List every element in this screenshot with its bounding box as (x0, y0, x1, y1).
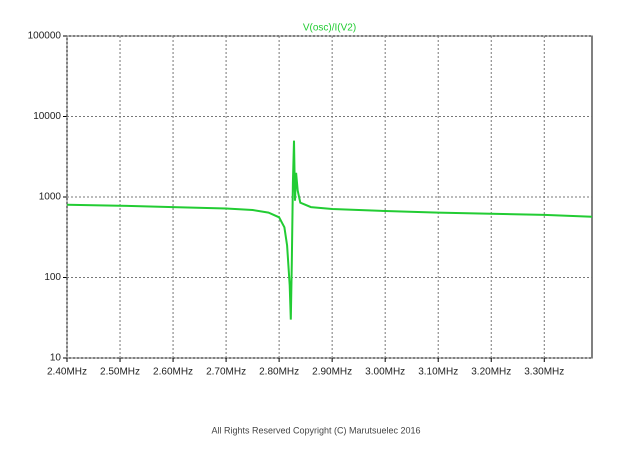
y-tick-label: 100 (44, 272, 61, 283)
series-line (66, 140, 593, 320)
x-tick-label: 2.70MHz (206, 367, 246, 378)
y-tick-label: 100000 (28, 31, 62, 42)
x-tick-label: 3.30MHz (524, 367, 564, 378)
y-tick-label: 10 (50, 353, 62, 364)
legend-label: V(osc)/I(V2) (303, 23, 356, 34)
x-tick-label: 2.80MHz (259, 367, 299, 378)
x-tick-label: 2.90MHz (312, 367, 352, 378)
x-tick-label: 3.10MHz (418, 367, 458, 378)
x-tick-label: 3.20MHz (471, 367, 511, 378)
y-tick-label: 10000 (33, 111, 61, 122)
x-tick-label: 3.00MHz (365, 367, 405, 378)
x-tick-label: 2.50MHz (100, 367, 140, 378)
x-tick-label: 2.40MHz (47, 367, 87, 378)
y-tick-label: 1000 (39, 192, 62, 203)
footer: All Rights Reserved Copyright (C) Maruts… (211, 425, 420, 435)
plot-frame (66, 35, 593, 359)
x-tick-label: 2.60MHz (153, 367, 193, 378)
